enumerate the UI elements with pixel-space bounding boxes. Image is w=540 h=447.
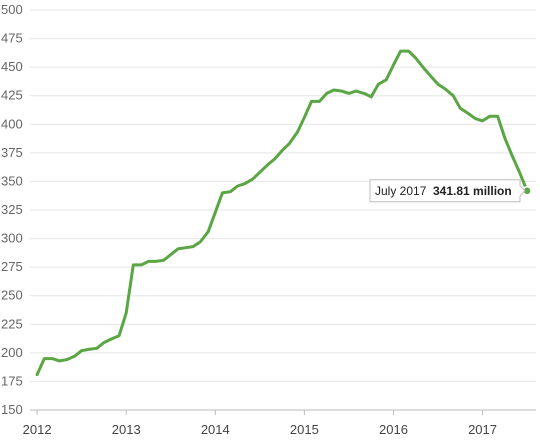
x-axis-ticks: 2012 2013 2014 2015 2016 2017: [23, 410, 497, 437]
x-tick-label: 2014: [201, 422, 230, 437]
y-tick-label: 275: [1, 259, 23, 274]
gridlines: [30, 9, 536, 382]
tooltip-box: [369, 179, 526, 203]
y-tick-label: 475: [1, 31, 23, 46]
x-tick-label: 2017: [468, 422, 497, 437]
y-tick-label: 375: [1, 145, 23, 160]
y-tick-label: 150: [1, 402, 23, 417]
y-tick-label: 400: [1, 116, 23, 131]
tooltip: July 2017 341.81 million: [369, 179, 526, 203]
series-line: [35, 49, 529, 377]
y-tick-label: 250: [1, 288, 23, 303]
y-tick-label: 425: [1, 88, 23, 103]
x-tick-label: 2012: [23, 422, 52, 437]
y-tick-label: 300: [1, 231, 23, 246]
tooltip-date: July 2017: [375, 184, 427, 198]
y-tick-label: 500: [1, 2, 23, 17]
y-tick-label: 225: [1, 316, 23, 331]
y-tick-label: 200: [1, 345, 23, 360]
tooltip-value: 341.81 million: [433, 184, 512, 198]
y-tick-label: 350: [1, 173, 23, 188]
y-tick-label: 325: [1, 202, 23, 217]
y-tick-label: 450: [1, 59, 23, 74]
x-tick-label: 2015: [290, 422, 319, 437]
y-tick-label: 175: [1, 373, 23, 388]
y-axis-ticks: 150 175 200 225 250 275 300 325 350 375 400 425 450 4…: [1, 2, 23, 417]
x-tick-label: 2013: [112, 422, 141, 437]
x-tick-label: 2016: [379, 422, 408, 437]
